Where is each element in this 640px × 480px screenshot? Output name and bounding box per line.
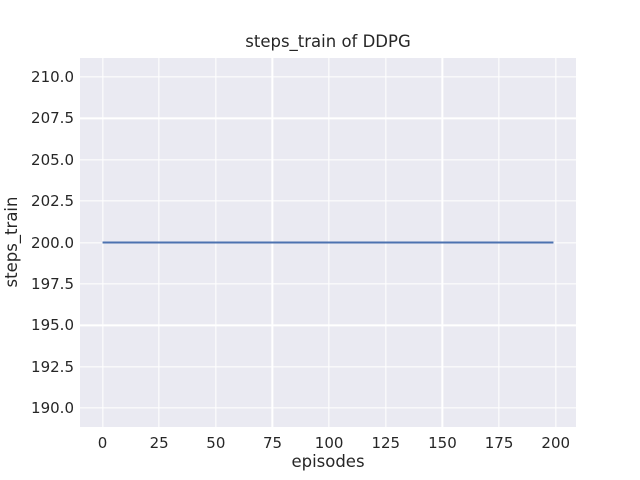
y-tick-label: 195.0 [31,316,74,335]
y-tick-label: 205.0 [31,150,74,169]
horizontal-gridline [80,407,576,409]
y-tick-label: 210.0 [31,68,74,87]
x-axis-label: episodes [291,452,365,471]
x-tick-label: 200 [541,434,571,452]
horizontal-gridline [80,117,576,120]
plot-area [80,58,576,427]
y-axis-label: steps_train [2,196,21,288]
horizontal-gridline [80,283,576,285]
horizontal-gridline [80,76,576,78]
x-tick-label: 50 [206,434,226,452]
y-tick-label: 202.5 [31,192,74,211]
y-tick-label: 192.5 [31,357,74,376]
x-tick-label: 125 [371,434,401,452]
horizontal-gridline [80,365,576,368]
y-tick-label: 190.0 [31,398,74,417]
x-tick-label: 75 [262,434,283,452]
x-tick-label: 100 [314,434,344,452]
y-tick-label: 197.5 [31,274,74,293]
x-tick-label: 175 [484,434,514,452]
y-tick-label: 207.5 [31,109,74,128]
x-tick-label: 0 [97,434,108,452]
y-tick-label: 200.0 [31,233,74,252]
x-tick-label: 150 [428,434,457,452]
horizontal-gridline [80,159,576,161]
x-tick-label: 25 [149,434,169,452]
chart-title: steps_train of DDPG [245,32,411,51]
horizontal-gridline [80,324,576,326]
line-series [102,241,554,244]
horizontal-gridline [80,200,576,202]
